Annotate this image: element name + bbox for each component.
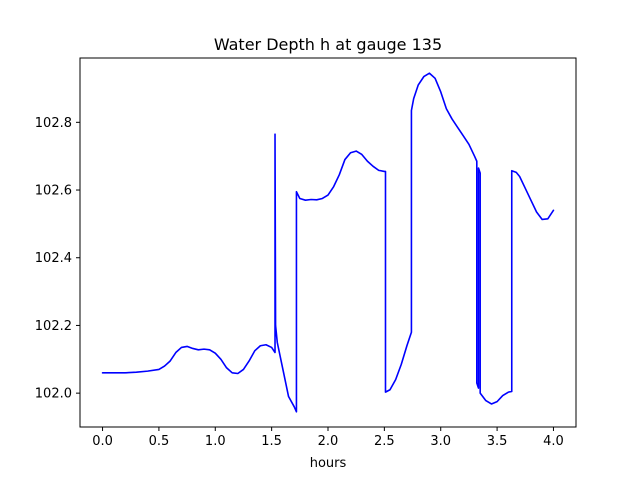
x-tick-label: 1.0 — [205, 434, 226, 449]
plot-area: 0.0 0.5 1.0 1.5 2.0 2.5 3.0 3.5 4.0 102.0 102.2 102… — [35, 57, 577, 449]
y-tick-label: 102.6 — [35, 184, 72, 199]
chart-title: Water Depth h at gauge 135 — [214, 35, 442, 54]
x-tick-label: 2.5 — [374, 434, 395, 449]
x-tick-label: 3.5 — [487, 434, 508, 449]
x-tick-label: 3.0 — [430, 434, 451, 449]
series-line-0 — [101, 72, 555, 413]
y-tick-label: 102.8 — [35, 116, 72, 131]
x-tick-label: 1.5 — [261, 434, 282, 449]
x-tick-label: 2.0 — [318, 434, 339, 449]
x-axis-label: hours — [310, 456, 347, 471]
x-tick-label: 4.0 — [543, 434, 564, 449]
y-tick-label: 102.0 — [35, 387, 72, 402]
y-tick-label: 102.4 — [35, 251, 72, 266]
y-tick-label: 102.2 — [35, 319, 72, 334]
x-tick-label: 0.5 — [149, 434, 170, 449]
x-tick-label: 0.0 — [92, 434, 113, 449]
